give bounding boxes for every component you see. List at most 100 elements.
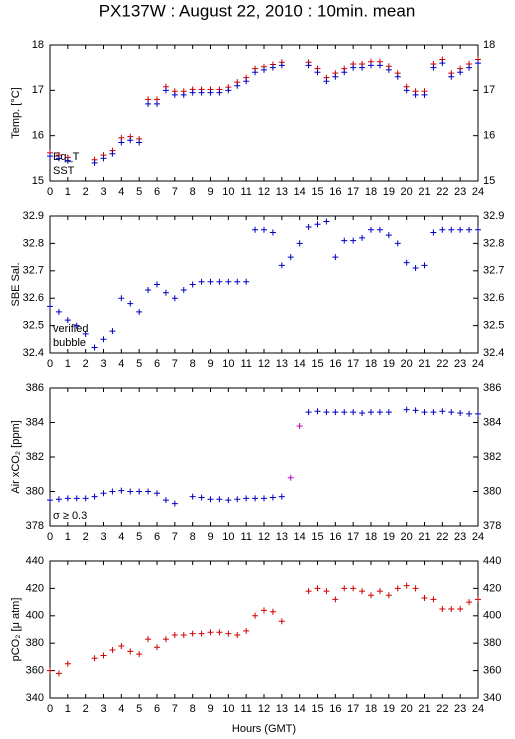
x-tick-label: 5 xyxy=(136,531,142,543)
x-tick-label: 15 xyxy=(311,703,323,715)
data-point xyxy=(314,408,321,415)
y-axis-label: pCO₂ [μ atm] xyxy=(10,598,22,662)
data-point xyxy=(91,493,98,500)
data-point xyxy=(278,618,285,625)
data-point xyxy=(243,278,250,285)
data-point xyxy=(198,630,205,637)
data-point xyxy=(162,87,169,94)
y-tick-label: 440 xyxy=(26,555,44,567)
data-point xyxy=(145,636,152,643)
x-tick-label: 15 xyxy=(311,358,323,370)
data-point xyxy=(154,644,160,651)
data-point xyxy=(171,295,178,302)
plot-frame xyxy=(49,215,479,354)
x-tick-label: 23 xyxy=(454,703,466,715)
data-point xyxy=(368,592,374,599)
data-point xyxy=(403,87,410,94)
data-point xyxy=(127,648,134,655)
data-point xyxy=(341,409,348,416)
data-point xyxy=(475,410,481,417)
x-tick-label: 4 xyxy=(118,703,124,715)
data-point xyxy=(64,157,71,164)
data-point xyxy=(457,410,464,417)
y-tick-label: 360 xyxy=(26,665,44,677)
data-point xyxy=(314,69,321,76)
data-point xyxy=(430,64,437,71)
data-point xyxy=(198,494,205,501)
data-point xyxy=(136,139,143,146)
x-tick-label: 21 xyxy=(418,531,430,543)
data-point xyxy=(261,607,267,614)
data-point xyxy=(385,232,392,239)
y-axis-label: Air xCO₂ [ppm] xyxy=(10,420,22,493)
x-tick-label: 19 xyxy=(383,703,395,715)
x-tick-label: 20 xyxy=(401,358,413,370)
y-tick-label: 32.7 xyxy=(23,265,44,277)
y-tick-label: 16 xyxy=(32,130,44,142)
data-point xyxy=(341,69,348,76)
data-point xyxy=(127,488,134,495)
data-point xyxy=(439,60,446,67)
data-point xyxy=(269,494,276,501)
data-point xyxy=(118,139,125,146)
y-tick-label: 17 xyxy=(32,84,44,96)
x-tick-label: 16 xyxy=(329,358,341,370)
data-point xyxy=(180,91,187,98)
data-point xyxy=(180,286,187,293)
x-tick-label: 13 xyxy=(276,186,288,198)
data-point xyxy=(385,409,392,416)
data-point xyxy=(225,278,232,285)
x-tick-label: 12 xyxy=(258,703,270,715)
data-point xyxy=(457,69,464,76)
legend-entry: σ ≥ 0.3 xyxy=(53,510,87,522)
y-tick-label: 32.4 xyxy=(483,347,504,359)
x-tick-label: 12 xyxy=(258,531,270,543)
data-point xyxy=(376,409,383,416)
data-point xyxy=(207,278,214,285)
x-axis-label: Hours (GMT) xyxy=(232,723,296,735)
y-tick-label: 32.6 xyxy=(483,292,504,304)
data-point xyxy=(448,409,455,416)
data-point xyxy=(154,281,160,288)
data-point xyxy=(189,281,196,288)
data-point xyxy=(55,496,62,503)
x-tick-label: 9 xyxy=(207,531,213,543)
y-tick-label: 386 xyxy=(483,382,501,394)
x-tick-label: 23 xyxy=(454,531,466,543)
y-tick-label: 32.7 xyxy=(483,265,504,277)
data-point xyxy=(350,585,357,592)
x-tick-label: 1 xyxy=(65,358,71,370)
x-tick-label: 11 xyxy=(240,703,251,715)
data-point xyxy=(305,62,312,69)
data-point xyxy=(368,226,374,233)
data-point xyxy=(261,66,267,73)
x-tick-label: 3 xyxy=(100,186,106,198)
x-tick-label: 10 xyxy=(222,358,234,370)
y-tick-label: 386 xyxy=(26,382,44,394)
x-tick-label: 9 xyxy=(207,358,213,370)
data-point xyxy=(475,596,481,603)
y-tick-label: 32.9 xyxy=(23,210,44,222)
y-tick-label: 32.5 xyxy=(23,320,44,332)
x-tick-label: 17 xyxy=(347,358,359,370)
x-tick-label: 11 xyxy=(240,531,251,543)
y-tick-label: 380 xyxy=(483,637,501,649)
x-tick-label: 10 xyxy=(222,186,234,198)
data-point xyxy=(109,647,116,654)
data-point xyxy=(55,155,62,162)
x-tick-label: 21 xyxy=(418,186,430,198)
data-point xyxy=(332,596,339,603)
data-point xyxy=(412,91,419,98)
data-point xyxy=(234,278,241,285)
data-point xyxy=(145,488,152,495)
data-point xyxy=(100,490,107,497)
data-point xyxy=(359,64,366,71)
x-tick-label: 18 xyxy=(365,358,377,370)
data-point xyxy=(162,636,169,643)
data-point xyxy=(421,409,428,416)
x-tick-label: 8 xyxy=(190,703,196,715)
x-tick-label: 19 xyxy=(383,531,395,543)
x-tick-label: 23 xyxy=(454,186,466,198)
x-tick-label: 24 xyxy=(472,186,484,198)
